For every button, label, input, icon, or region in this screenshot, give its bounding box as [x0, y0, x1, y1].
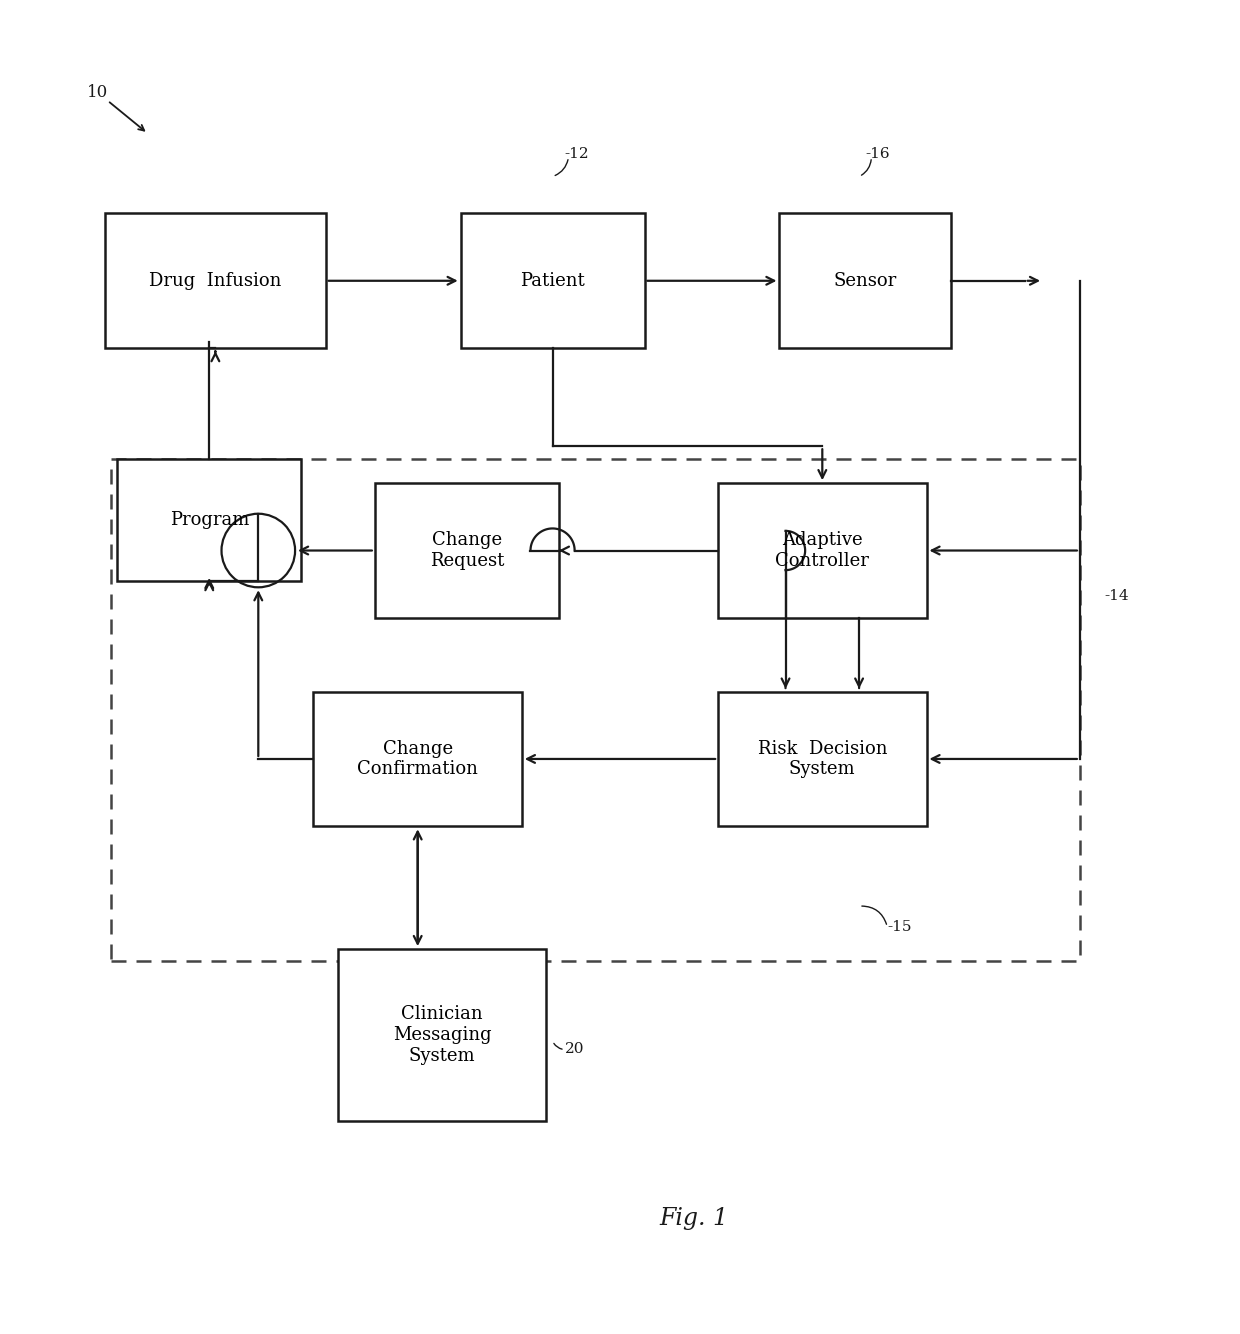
Bar [112, 459, 1080, 962]
Bar [339, 948, 547, 1121]
Text: Fig. 1: Fig. 1 [660, 1207, 728, 1230]
Bar [105, 213, 326, 348]
Text: -16: -16 [866, 147, 890, 161]
Text: Risk  Decision
System: Risk Decision System [758, 739, 887, 778]
Bar [718, 483, 926, 618]
Text: Adaptive
Controller: Adaptive Controller [775, 531, 869, 570]
Text: Program: Program [170, 511, 249, 528]
Text: -15: -15 [888, 919, 911, 934]
Bar [314, 691, 522, 826]
Text: 10: 10 [87, 84, 108, 101]
Text: 20: 20 [565, 1042, 584, 1057]
Bar [460, 213, 645, 348]
Text: Sensor: Sensor [833, 272, 897, 289]
Bar [118, 459, 301, 582]
Bar [374, 483, 559, 618]
Bar [718, 691, 926, 826]
Text: Patient: Patient [521, 272, 585, 289]
Text: Drug  Infusion: Drug Infusion [149, 272, 281, 289]
Text: -14: -14 [1105, 588, 1128, 603]
Bar [780, 213, 951, 348]
Text: Clinician
Messaging
System: Clinician Messaging System [393, 1005, 491, 1065]
Text: -12: -12 [565, 147, 589, 161]
Text: Change
Confirmation: Change Confirmation [357, 739, 479, 778]
Text: Change
Request: Change Request [429, 531, 503, 570]
